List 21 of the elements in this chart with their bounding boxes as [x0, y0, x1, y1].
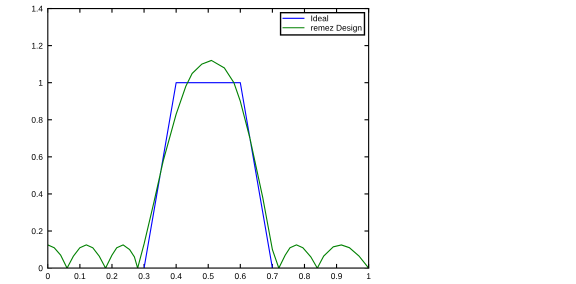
x-tick-label: 0.9 [331, 273, 342, 280]
y-tick-label: 1 [38, 80, 43, 86]
x-tick-label: 0.7 [266, 273, 278, 280]
legend-label: Ideal [311, 15, 328, 22]
x-tick-label: 0.4 [170, 273, 182, 280]
y-tick-label: 0.2 [32, 228, 43, 234]
y-tick-label: 0.4 [32, 191, 43, 198]
x-tick-label: 0.3 [138, 273, 150, 280]
y-tick-label: 0.8 [32, 116, 43, 123]
x-tick-label: 0.5 [202, 273, 214, 280]
legend-label: remez Design [311, 24, 362, 32]
y-tick-label: 0 [38, 265, 43, 272]
x-tick-label: 0.1 [74, 273, 86, 280]
y-tick-label: 1.4 [32, 6, 43, 12]
x-tick-label: 0.6 [234, 273, 246, 280]
x-tick-label: 0.2 [106, 273, 118, 280]
x-tick-label: 0 [46, 273, 50, 280]
y-tick-label: 1.2 [32, 42, 43, 49]
y-tick-label: 0.6 [32, 154, 43, 160]
x-tick-label: 1 [366, 273, 371, 279]
x-tick-label: 0.8 [299, 273, 310, 280]
